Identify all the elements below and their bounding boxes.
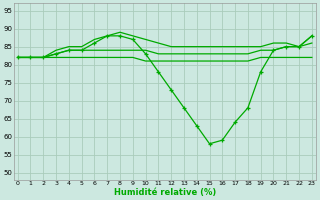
X-axis label: Humidité relative (%): Humidité relative (%) <box>114 188 216 197</box>
